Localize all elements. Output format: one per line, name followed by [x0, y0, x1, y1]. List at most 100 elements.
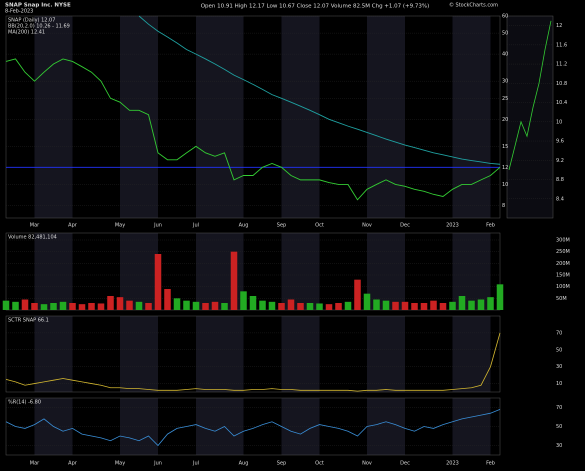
volume-bar [496, 284, 504, 310]
volume-bar [373, 299, 380, 310]
volume-bar [335, 303, 342, 310]
y-tick-label: 12 [556, 23, 562, 29]
data-line [138, 15, 501, 165]
volume-bar [154, 254, 162, 310]
volume-bar [12, 301, 19, 310]
y-tick-label: 50 [502, 31, 508, 37]
y-tick-label: 10.4 [556, 100, 567, 106]
month-band [281, 233, 320, 310]
x-tick-label: Sep [277, 461, 286, 467]
volume-bar [354, 279, 361, 310]
y-tick-label: 11.6 [556, 42, 567, 48]
x-tick-label: May [115, 461, 125, 467]
volume-bar [477, 299, 485, 310]
volume-bar [107, 296, 114, 310]
month-band [367, 316, 405, 392]
volume-bar [97, 303, 105, 310]
y-tick-label: 11.2 [556, 62, 567, 68]
x-tick-label: Oct [315, 223, 324, 229]
data-line [5, 409, 501, 447]
volume-bar [50, 303, 57, 310]
y-tick-label: 30 [556, 364, 562, 370]
y-tick-label: 50M [556, 296, 567, 302]
y-tick-label: 30 [556, 443, 562, 449]
month-band [196, 16, 244, 218]
y-tick-label: 150M [556, 273, 570, 279]
volume-bar [126, 300, 133, 310]
y-tick-label: 10 [502, 182, 508, 188]
month-band [34, 16, 73, 218]
volume-bar [325, 304, 333, 310]
y-tick-label: 9.2 [556, 158, 564, 164]
month-band [120, 316, 158, 392]
x-tick-label: Jun [153, 223, 162, 229]
volume-bar [202, 303, 209, 310]
volume-bar [116, 297, 124, 310]
volume-bar [316, 303, 323, 310]
x-tick-label: Oct [315, 461, 324, 467]
volume-bar [287, 299, 295, 310]
y-tick-label: 10 [556, 381, 562, 387]
volume-bar [192, 301, 200, 310]
x-tick-label: Aug [239, 461, 249, 467]
volume-bar [420, 303, 428, 310]
credit: © StockCharts.com [449, 2, 498, 9]
x-tick-label: 2023 [446, 223, 459, 229]
volume-bar [449, 301, 456, 310]
y-tick-label: 8.8 [556, 177, 564, 183]
x-tick-label: Nov [362, 223, 372, 229]
month-band [281, 16, 320, 218]
x-tick-label: Aug [239, 223, 249, 229]
volume-bar [392, 301, 399, 310]
y-tick-label: 100M [556, 284, 570, 290]
x-tick-label: Dec [400, 223, 410, 229]
volume-bar [211, 301, 219, 310]
panel-title: Volume 82,481,104 [8, 235, 57, 241]
volume-bar [382, 300, 390, 310]
y-tick-label: 70 [556, 405, 562, 411]
volume-bar [88, 303, 95, 310]
volume-bar [401, 301, 409, 310]
volume-bar [259, 300, 266, 310]
y-tick-label: 60 [502, 14, 508, 20]
month-band [367, 16, 405, 218]
volume-bar [344, 301, 352, 310]
month-band [452, 16, 491, 218]
x-tick-label: Feb [486, 223, 495, 229]
month-band [196, 398, 244, 455]
panel-title: %R(14) -6.80 [8, 400, 41, 406]
x-tick-label: Apr [68, 461, 78, 467]
x-tick-label: Jul [192, 461, 199, 467]
panel-title: SCTR SNAP 66.1 [8, 318, 49, 324]
x-tick-label: Jul [192, 223, 199, 229]
month-band [34, 316, 73, 392]
volume-bar [78, 304, 86, 310]
data-line [508, 20, 552, 170]
volume-bar [221, 303, 228, 310]
x-tick-label: Jun [153, 461, 162, 467]
volume-bar [230, 251, 238, 310]
y-tick-label: 15 [502, 144, 508, 150]
month-band [367, 233, 405, 310]
y-tick-label: 20 [502, 117, 508, 123]
volume-bar [59, 301, 67, 310]
month-band [281, 316, 320, 392]
volume-bar [2, 300, 10, 310]
data-line [5, 58, 501, 201]
y-tick-label: 200M [556, 261, 570, 267]
chart-title: SNAP Snap Inc. NYSE [5, 3, 71, 9]
legend-text: BB(20,2.0) 10.26 - 11.69 [8, 24, 70, 30]
x-tick-label: Dec [400, 461, 410, 467]
volume-bar [240, 291, 247, 310]
y-tick-label: 50 [556, 424, 562, 430]
month-band [120, 233, 158, 310]
volume-bar [249, 296, 257, 310]
x-tick-label: Nov [362, 461, 372, 467]
x-tick-label: Mar [30, 223, 40, 229]
y-tick-label: 300M [556, 238, 570, 244]
y-tick-label: 8.4 [556, 196, 564, 202]
volume-bar [458, 296, 466, 310]
panel-frame [5, 315, 501, 393]
volume-bar [145, 303, 152, 310]
volume-bar [468, 300, 475, 310]
